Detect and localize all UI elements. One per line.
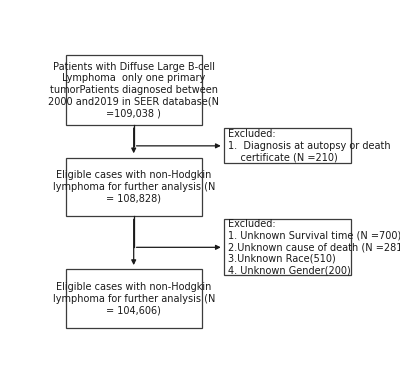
Text: Patients with Diffuse Large B-cell
Lymphoma  only one primary
tumorPatients diag: Patients with Diffuse Large B-cell Lymph… [48, 62, 219, 118]
Text: Eligible cases with non-Hodgkin
lymphoma for further analysis (N
= 108,828): Eligible cases with non-Hodgkin lymphoma… [52, 170, 215, 204]
FancyBboxPatch shape [66, 158, 202, 217]
FancyBboxPatch shape [66, 269, 202, 328]
FancyBboxPatch shape [66, 55, 202, 125]
Text: Excluded:
1.  Diagnosis at autopsy or death
    certificate (N =210): Excluded: 1. Diagnosis at autopsy or dea… [228, 129, 391, 162]
FancyBboxPatch shape [224, 219, 351, 275]
Text: Eligible cases with non-Hodgkin
lymphoma for further analysis (N
= 104,606): Eligible cases with non-Hodgkin lymphoma… [52, 282, 215, 316]
Text: Excluded:
1. Unknown Survival time (N =700)
2.Unknown cause of death (N =2812)
3: Excluded: 1. Unknown Survival time (N =7… [228, 219, 400, 275]
FancyBboxPatch shape [224, 128, 351, 163]
